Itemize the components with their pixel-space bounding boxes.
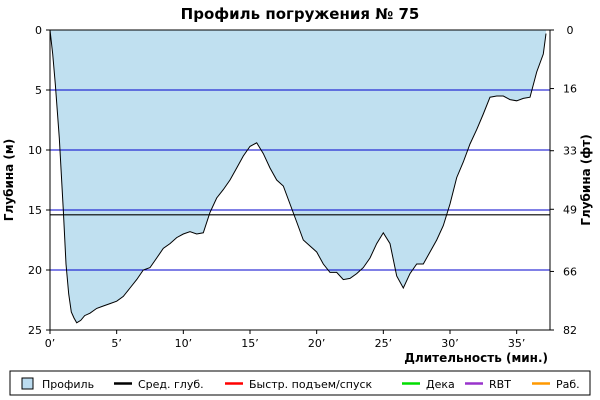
x-tick-label: 5’ [111,337,122,350]
plot-area: 0’ 5’ 10’ 15’ 20’ 25’ 30’ 35’ 0 5 10 15 20 25 0 16 33 49 6… [28,24,577,350]
legend-label: Сред. глуб. [138,378,204,391]
legend-label: RBT [489,378,511,391]
y-axis-label-left: Глубина (м) [2,139,16,221]
y-tick-label-left: 10 [28,144,42,157]
y-tick-label-right: 33 [563,145,577,158]
legend-label: Профиль [42,378,94,391]
y-tick-label-right: 49 [563,203,577,216]
legend-label: Дека [426,378,455,391]
y-axis-label-right: Глубина (фт) [579,134,593,225]
legend-label: Быстр. подъем/спуск [249,378,373,391]
y-tick-label-left: 20 [28,264,42,277]
y-tick-label-left: 15 [28,204,42,217]
y-tick-label-left: 0 [35,24,42,37]
legend-label: Раб. [556,378,580,391]
y-tick-label-right: 16 [563,83,577,96]
plot-frame [49,29,551,331]
y-tick-label-left: 25 [28,324,42,337]
profile-line [49,29,547,324]
y-tick-label-right: 0 [567,24,574,37]
y-tick-label-right: 82 [563,324,577,337]
x-tick-label: 30’ [441,337,459,350]
legend-box [9,370,591,396]
profile-area [50,30,546,323]
legend-swatch [21,377,34,390]
x-tick-label: 10’ [175,337,193,350]
x-tick-label: 15’ [241,337,259,350]
x-axis-label: Длительность (мин.) [404,351,548,365]
y-tick-label-right: 66 [563,265,577,278]
chart-title: Профиль погружения № 75 [181,5,420,23]
x-tick-label: 20’ [308,337,326,350]
y-tick-label-left: 5 [35,84,42,97]
x-tick-label: 25’ [375,337,393,350]
x-tick-label: 35’ [508,337,526,350]
x-tick-label: 0’ [45,337,56,350]
legend: Профиль Сред. глуб. Быстр. подъем/спуск Дек… [9,370,591,396]
